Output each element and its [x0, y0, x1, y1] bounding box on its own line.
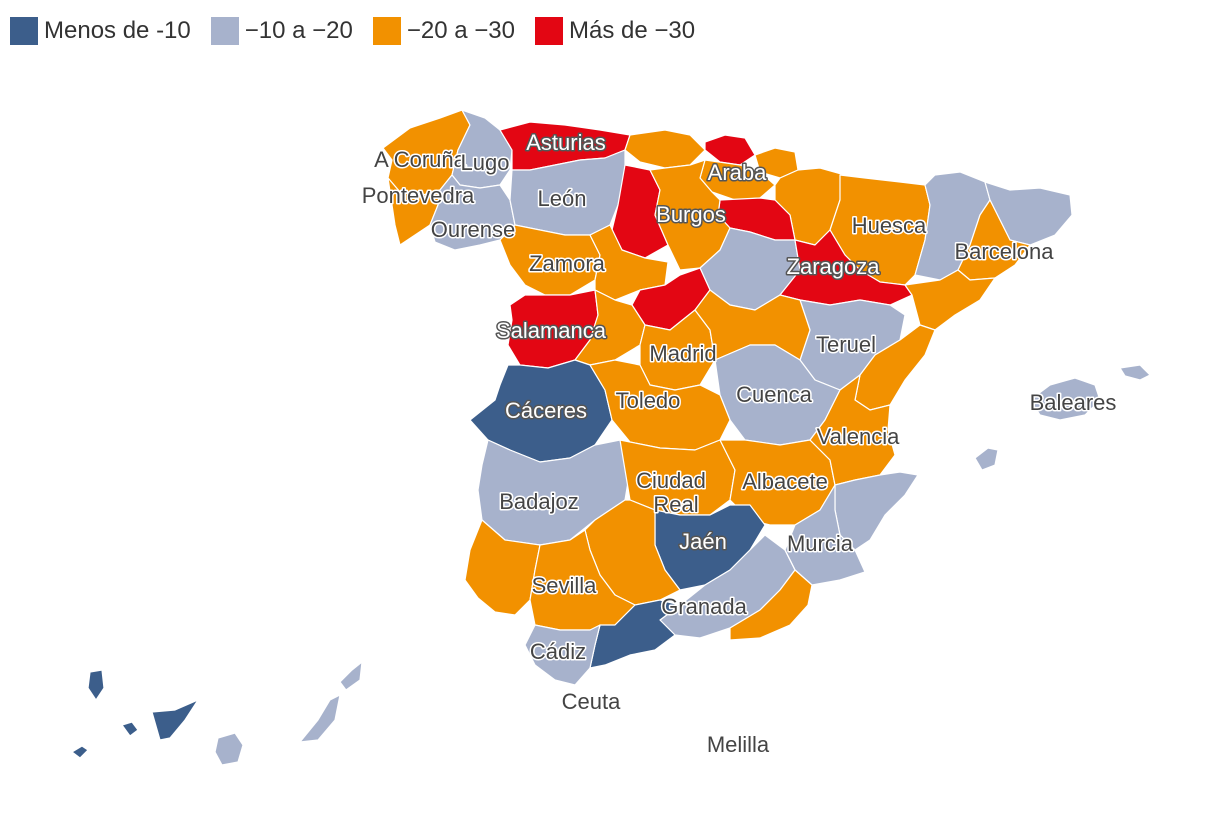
label-toledo: Toledo — [616, 388, 681, 413]
legend-item-10-20: −10 a −20 — [210, 17, 353, 45]
legend-swatch — [534, 17, 563, 45]
label-barcelona: Barcelona — [954, 239, 1054, 264]
province-canarias-gran-canaria[interactable] — [214, 732, 244, 766]
province-baleares-ibiza[interactable] — [974, 447, 999, 471]
label-pontevedra: Pontevedra — [362, 183, 475, 208]
province-baleares-menorca[interactable] — [1119, 364, 1151, 381]
province-bizkaia[interactable] — [704, 134, 756, 166]
province-baleares-mallorca[interactable] — [1029, 377, 1101, 421]
label-araba: Araba — [708, 160, 767, 185]
legend-swatch — [210, 17, 239, 45]
province-tarragona[interactable] — [904, 269, 996, 331]
legend-item-20-30: −20 a −30 — [372, 17, 515, 45]
legend-label: Más de −30 — [568, 17, 696, 44]
legend: Menos de -10 −10 a −20 −20 a −30 Más de … — [10, 14, 715, 48]
label-granada: Granada — [661, 594, 747, 619]
label-a-coruna: A Coruña — [374, 147, 466, 172]
label-asturias: Asturias — [526, 130, 605, 155]
province-canarias-el-hierro[interactable] — [71, 745, 89, 759]
label-madrid: Madrid — [649, 341, 716, 366]
label-badajoz: Badajoz — [499, 489, 579, 514]
province-canarias-lanzarote[interactable] — [339, 661, 363, 691]
label-ourense: Ourense — [431, 217, 515, 242]
label-huesca: Huesca — [852, 213, 927, 238]
province-huelva[interactable] — [464, 519, 541, 616]
label-burgos: Burgos — [656, 202, 726, 227]
province-shapes — [71, 109, 1151, 766]
label-zamora: Zamora — [529, 251, 606, 276]
label-sevilla: Sevilla — [532, 573, 598, 598]
legend-swatch — [10, 17, 38, 45]
legend-item-mas-30: Más de −30 — [534, 17, 696, 45]
province-canarias-tenerife[interactable] — [151, 699, 199, 741]
province-labels: A Coruña Lugo Asturias Pontevedra Ourens… — [360, 129, 1118, 759]
legend-label: Menos de -10 — [44, 17, 191, 44]
legend-swatch — [372, 17, 401, 45]
label-caceres: Cáceres — [505, 398, 587, 423]
province-almeria[interactable] — [729, 549, 813, 641]
label-salamanca: Salamanca — [496, 318, 607, 343]
label-zaragoza: Zaragoza — [787, 254, 881, 279]
label-leon: León — [538, 186, 587, 211]
label-baleares: Baleares — [1030, 390, 1117, 415]
legend-label: −10 a −20 — [244, 17, 353, 44]
label-albacete: Albacete — [742, 469, 828, 494]
label-ciudad-real: Ciudad Real — [636, 468, 706, 517]
label-cadiz: Cádiz — [530, 639, 586, 664]
province-valencia[interactable] — [809, 374, 896, 486]
label-jaen: Jaén — [679, 529, 727, 554]
label-ceuta: Ceuta — [562, 689, 621, 714]
province-toledo[interactable] — [589, 359, 731, 451]
legend-label: −20 a −30 — [406, 17, 515, 44]
label-melilla: Melilla — [707, 732, 770, 757]
label-valencia: Valencia — [817, 424, 901, 449]
label-murcia: Murcia — [787, 531, 854, 556]
legend-item-menos-10: Menos de -10 — [10, 17, 191, 45]
label-teruel: Teruel — [816, 332, 876, 357]
province-canarias-la-gomera[interactable] — [121, 721, 139, 737]
province-canarias-fuerteventura[interactable] — [299, 694, 341, 743]
province-burgos[interactable] — [649, 159, 731, 271]
province-canarias-la-palma[interactable] — [87, 669, 105, 701]
province-cantabria[interactable] — [624, 129, 706, 169]
province-cadiz[interactable] — [524, 624, 601, 686]
label-lugo: Lugo — [461, 150, 510, 175]
label-cuenca: Cuenca — [736, 382, 813, 407]
